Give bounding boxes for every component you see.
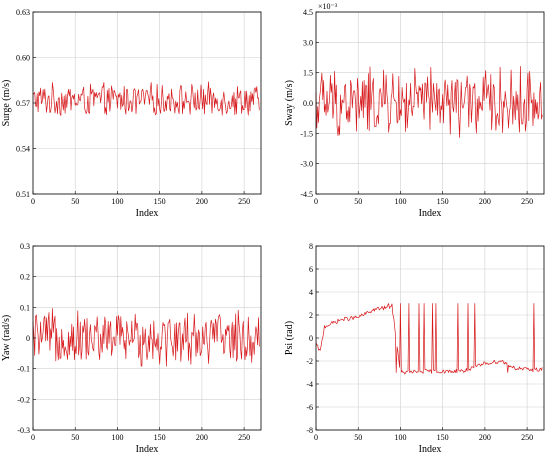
x-axis-label: Index xyxy=(419,208,442,219)
y-tick-label: 0.1 xyxy=(20,303,30,312)
x-tick-label: 0 xyxy=(31,197,35,206)
x-tick-label: 50 xyxy=(71,197,79,206)
y-axis-label: Psi (rad) xyxy=(284,321,295,355)
y-tick-label: -0.1 xyxy=(17,365,30,374)
x-tick-label: 250 xyxy=(521,433,533,442)
y-axis-label: Surge (m/s) xyxy=(1,80,12,127)
x-axis-label: Index xyxy=(419,444,442,455)
x-tick-label: 100 xyxy=(111,197,123,206)
x-tick-label: 150 xyxy=(437,433,449,442)
yaw-chart: 0 50 100 150 200 250 -0.3 -0.2 -0.1 0 0.1 0.2 0.3 Ind… xyxy=(1,242,262,455)
y-tick-label: 0 xyxy=(309,334,313,343)
x-tick-label: 150 xyxy=(154,197,166,206)
x-tick-label: 50 xyxy=(354,197,362,206)
y-tick-label: 1.5 xyxy=(303,69,313,78)
y-tick-label: 0.51 xyxy=(16,190,30,199)
y-tick-label: 4 xyxy=(309,288,313,297)
y-tick-label: -6 xyxy=(306,403,313,412)
y-tick-label: 3.0 xyxy=(303,38,313,47)
y-tick-label: 6 xyxy=(309,265,313,274)
x-tick-label: 0 xyxy=(314,197,318,206)
y-axis-label: Sway (m/s) xyxy=(284,80,295,126)
x-tick-label: 200 xyxy=(196,433,208,442)
data-series-line xyxy=(315,303,543,375)
y-tick-label: 0.60 xyxy=(16,54,30,63)
y-tick-label: -2 xyxy=(306,357,313,366)
x-tick-label: 100 xyxy=(394,433,406,442)
x-tick-label: 150 xyxy=(437,197,449,206)
y-tick-label: 0.2 xyxy=(20,273,30,282)
y-tick-label: -4 xyxy=(306,380,313,389)
y-tick-label: 0.3 xyxy=(20,242,30,251)
y-tick-label: 0 xyxy=(26,334,30,343)
y-tick-label: -1.5 xyxy=(300,129,313,138)
data-series-line xyxy=(32,81,260,116)
exponent-label: ×10⁻³ xyxy=(318,2,338,11)
y-tick-label: -3.0 xyxy=(300,160,313,169)
y-tick-label: 0.57 xyxy=(16,99,30,108)
surge-chart: 0 50 100 150 200 250 0.51 0.54 0.57 0.60 0.63 Index… xyxy=(1,8,262,219)
y-tick-label: -0.3 xyxy=(17,426,30,435)
x-tick-label: 250 xyxy=(238,433,250,442)
y-tick-label: -0.2 xyxy=(17,395,30,404)
x-tick-label: 100 xyxy=(394,197,406,206)
data-series-line xyxy=(315,65,543,138)
x-tick-label: 200 xyxy=(479,197,491,206)
x-axis-label: Index xyxy=(136,444,159,455)
y-tick-label: 8 xyxy=(309,242,313,251)
x-tick-label: 50 xyxy=(354,433,362,442)
x-axis-label: Index xyxy=(136,208,159,219)
x-tick-label: 50 xyxy=(71,433,79,442)
y-axis-label: Yaw (rad/s) xyxy=(1,315,12,361)
y-tick-label: 4.5 xyxy=(303,8,313,17)
x-tick-label: 250 xyxy=(238,197,250,206)
data-series-line xyxy=(32,308,260,367)
x-tick-label: 200 xyxy=(196,197,208,206)
psi-chart: 0 50 100 150 200 250 -8 -6 -4 -2 0 2 4 6 8 Index Psi (ra… xyxy=(284,242,545,455)
y-tick-label: 0.54 xyxy=(16,145,30,154)
y-tick-label: 0.0 xyxy=(303,99,313,108)
x-tick-label: 0 xyxy=(314,433,318,442)
y-tick-label: -8 xyxy=(306,426,313,435)
x-tick-label: 0 xyxy=(31,433,35,442)
y-tick-label: 0.63 xyxy=(16,8,30,17)
x-tick-label: 100 xyxy=(111,433,123,442)
y-tick-label: 2 xyxy=(309,311,313,320)
sway-chart: 0 50 100 150 200 250 -4.5 -3.0 -1.5 0.0 1.5 3.0 4.5 ×… xyxy=(284,2,545,219)
y-tick-label: -4.5 xyxy=(300,190,313,199)
x-tick-label: 200 xyxy=(479,433,491,442)
x-tick-label: 150 xyxy=(154,433,166,442)
x-tick-label: 250 xyxy=(521,197,533,206)
